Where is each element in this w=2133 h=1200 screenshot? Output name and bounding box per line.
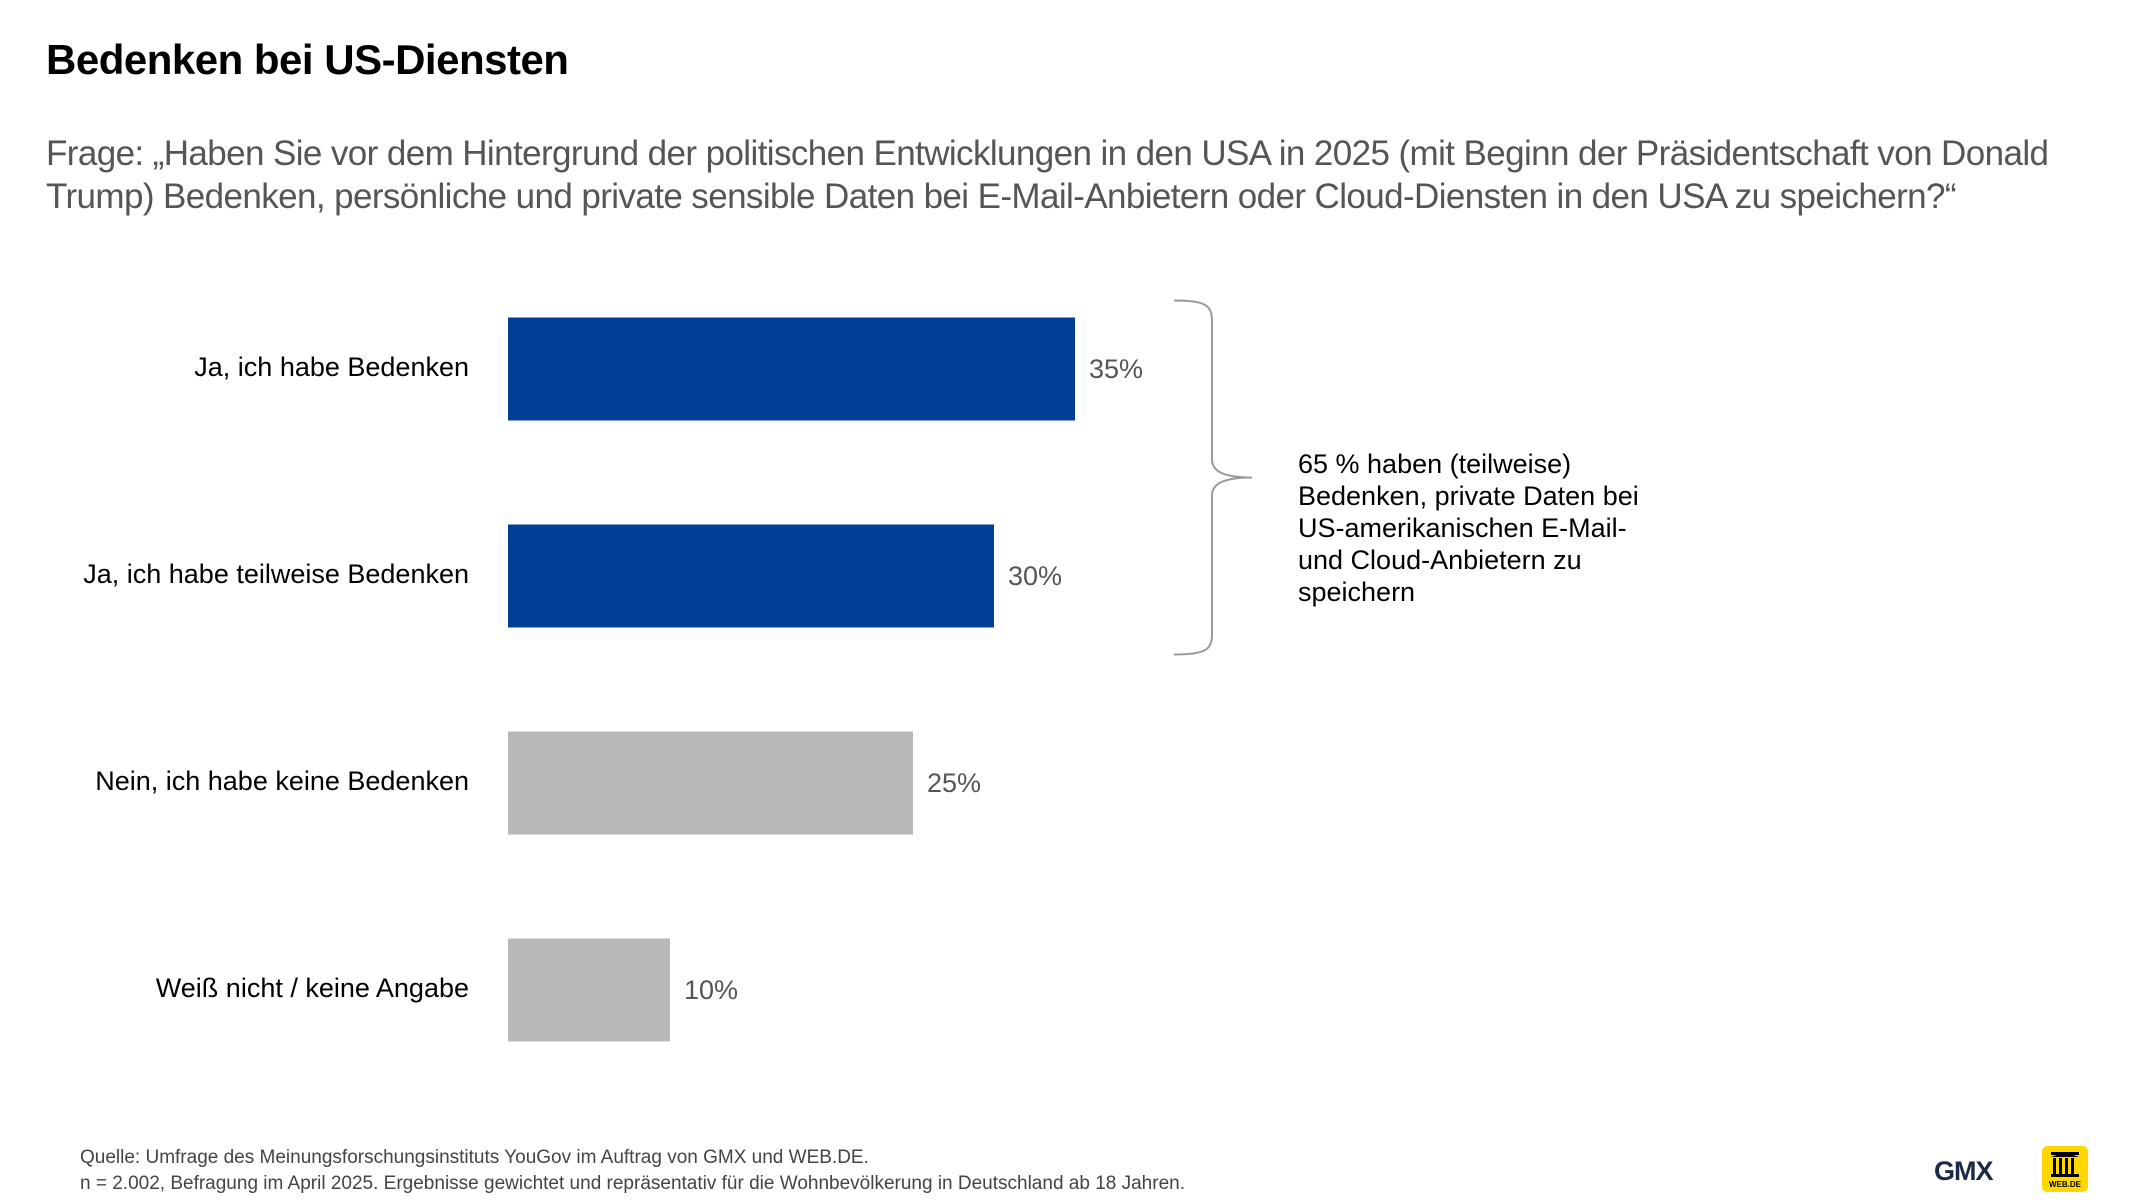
- value-label-3: 25%: [927, 768, 981, 798]
- bar-1: [508, 317, 1075, 421]
- value-label-4: 10%: [684, 975, 738, 1005]
- chart-subtitle: Frage: „Haben Sie vor dem Hintergrund de…: [46, 134, 2049, 216]
- bar-3: [508, 731, 913, 835]
- bar-4: [508, 938, 670, 1042]
- footer: Quelle: Umfrage des Meinungsforschungsin…: [80, 1145, 1185, 1197]
- value-label-1: 35%: [1089, 354, 1143, 384]
- webde-logo: WEB.DE: [2042, 1146, 2088, 1192]
- bracket-shape: [1173, 299, 1253, 656]
- webde-logo-text: WEB.DE: [2049, 1180, 2081, 1189]
- category-label-4: Weiß nicht / keine Angabe: [156, 973, 469, 1003]
- chart-title: Bedenken bei US-Diensten: [46, 36, 569, 83]
- footer-note: n = 2.002, Befragung im April 2025. Erge…: [80, 1173, 1185, 1194]
- category-label-2: Ja, ich habe teilweise Bedenken: [83, 559, 469, 589]
- webde-building-icon: [2051, 1152, 2079, 1177]
- gmx-logo: GMX: [1934, 1156, 1994, 1186]
- bars-layer: Ja, ich habe Bedenken 35% Ja, ich habe tei…: [83, 317, 1143, 1042]
- category-label-3: Nein, ich habe keine Bedenken: [95, 766, 469, 796]
- value-label-2: 30%: [1008, 561, 1062, 591]
- footer-source: Quelle: Umfrage des Meinungsforschungsin…: [80, 1147, 869, 1168]
- category-label-1: Ja, ich habe Bedenken: [194, 352, 469, 382]
- annotation-text: 65 % haben (teilweise) Bedenken, private…: [1298, 449, 1639, 607]
- bar-2: [508, 524, 994, 628]
